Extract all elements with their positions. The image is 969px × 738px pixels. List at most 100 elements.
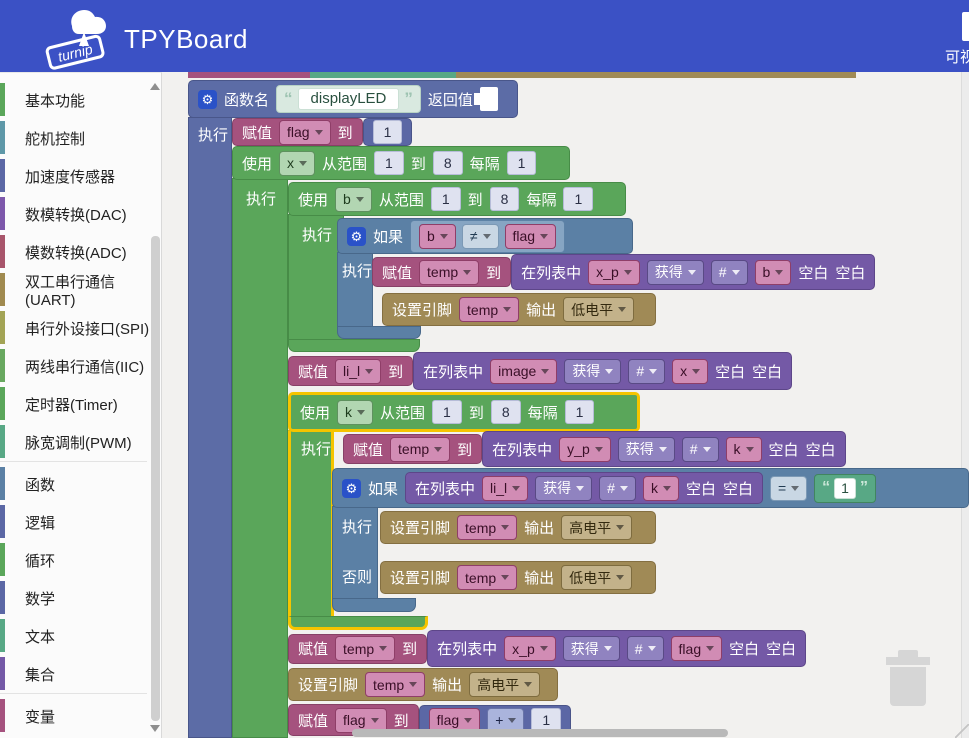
block-assign-temp-2[interactable]: 赋值 temp 到 在列表中 y_p 获得 # k 空白 空白	[343, 431, 846, 467]
dropdown-var-temp[interactable]: temp	[459, 297, 520, 322]
block-if2-bottom-arm[interactable]	[332, 598, 416, 612]
dropdown-operator-plus[interactable]: +	[487, 707, 525, 733]
sidebar-item-logic[interactable]: 逻辑	[0, 503, 162, 541]
sidebar-item-accelerometer[interactable]: 加速度传感器	[0, 157, 162, 195]
block-loop-k-selected[interactable]: 使用 k 从范围 1 到 8 每隔 1	[288, 392, 640, 432]
block-list-get-yp-k[interactable]: 在列表中 y_p 获得 # k 空白 空白	[482, 431, 846, 467]
block-number-shadow[interactable]: 1	[362, 118, 413, 146]
dropdown-index-mode[interactable]: #	[681, 436, 719, 462]
dropdown-var-x[interactable]: x	[279, 150, 316, 176]
dropdown-index-mode[interactable]: #	[626, 636, 664, 661]
sidebar-item-functions[interactable]: 函数	[0, 465, 162, 503]
block-loop-x-spine[interactable]	[232, 178, 288, 738]
block-list-get-xp-b[interactable]: 在列表中 x_p 获得 # b 空白 空白	[511, 254, 876, 290]
trash-icon[interactable]	[884, 650, 932, 706]
number-input-from[interactable]: 1	[432, 400, 462, 424]
block-loop-b[interactable]: 使用 b 从范围 1 到 8 每隔 1	[288, 182, 626, 216]
dropdown-var-lil[interactable]: li_l	[482, 475, 529, 501]
dropdown-level-high[interactable]: 高电平	[561, 515, 633, 540]
sidebar-scrollbar-thumb[interactable]	[151, 236, 160, 721]
number-input[interactable]: 1	[531, 708, 562, 732]
sidebar-item-timer[interactable]: 定时器(Timer)	[0, 385, 162, 423]
header-button-partial[interactable]	[962, 12, 969, 41]
sidebar-item-variables[interactable]: 变量	[0, 697, 162, 735]
return-value-socket[interactable]	[473, 87, 498, 111]
block-compare-b-flag[interactable]: b ≠ flag	[410, 219, 566, 253]
block-setpin-high-2[interactable]: 设置引脚 temp 输出 高电平	[288, 668, 558, 701]
gear-icon[interactable]: ⚙	[342, 478, 361, 498]
block-assign-flag[interactable]: 赋值 flag 到 1	[232, 118, 413, 146]
block-if2-spine[interactable]	[332, 506, 378, 600]
dropdown-get-mode[interactable]: 获得	[617, 436, 675, 462]
number-input-step[interactable]: 1	[564, 400, 595, 424]
sidebar-item-pwm[interactable]: 脉宽调制(PWM)	[0, 423, 162, 461]
dropdown-var-b[interactable]: b	[335, 186, 372, 212]
gear-icon[interactable]: ⚙	[347, 226, 366, 246]
dropdown-var-temp[interactable]: temp	[365, 672, 426, 697]
dropdown-var-image[interactable]: image	[490, 358, 558, 384]
number-input-step[interactable]: 1	[506, 151, 537, 175]
sidebar-item-text[interactable]: 文本	[0, 617, 162, 655]
block-loop-b-spine[interactable]	[288, 214, 344, 340]
block-function-spine[interactable]	[188, 117, 232, 738]
dropdown-index-mode[interactable]: #	[599, 475, 636, 501]
block-text-one[interactable]: “ 1 ”	[814, 473, 876, 503]
dropdown-var-temp[interactable]: temp	[419, 259, 480, 285]
block-if-list-eq[interactable]: ⚙ 如果 在列表中 li_l 获得 # k 空白 空白 = “ 1 ”	[332, 468, 969, 508]
dropdown-level-low[interactable]: 低电平	[563, 297, 635, 322]
sidebar-item-math[interactable]: 数学	[0, 579, 162, 617]
block-setpin-high-1[interactable]: 设置引脚 temp 输出 高电平	[380, 511, 656, 544]
dropdown-get-mode[interactable]: 获得	[535, 475, 593, 501]
block-loop-k-bottom-arm-selected[interactable]	[288, 616, 428, 630]
dropdown-var-xp[interactable]: x_p	[504, 636, 556, 661]
function-name-input[interactable]: “ displayLED ”	[276, 85, 421, 113]
canvas-horizontal-scrollbar[interactable]	[352, 729, 728, 737]
text-input[interactable]: 1	[834, 477, 856, 499]
scrollbar-down-arrow-icon[interactable]	[150, 725, 160, 732]
sidebar-item-lists[interactable]: 集合	[0, 655, 162, 693]
number-input-step[interactable]: 1	[563, 187, 594, 211]
dropdown-index-mode[interactable]: #	[710, 259, 748, 285]
dropdown-get-mode[interactable]: 获得	[646, 259, 704, 285]
dropdown-index-mode[interactable]: #	[628, 358, 666, 384]
dropdown-var-temp[interactable]: temp	[335, 636, 396, 661]
dropdown-level-high[interactable]: 高电平	[469, 672, 541, 697]
sidebar-item-basic[interactable]: 基本功能	[0, 81, 162, 119]
dropdown-var-lil[interactable]: li_l	[335, 358, 382, 384]
sidebar-item-servo[interactable]: 舵机控制	[0, 119, 162, 157]
dropdown-var-temp[interactable]: temp	[457, 565, 518, 590]
dropdown-var-x[interactable]: x	[672, 358, 709, 384]
canvas-right-scroll-track[interactable]	[961, 72, 969, 738]
sidebar-item-loops[interactable]: 循环	[0, 541, 162, 579]
dropdown-var-yp[interactable]: y_p	[559, 436, 611, 462]
block-if1-bottom-arm[interactable]	[337, 326, 421, 339]
dropdown-operator-eq[interactable]: =	[769, 475, 808, 501]
dropdown-var-flag[interactable]: flag	[279, 119, 331, 145]
number-input-to[interactable]: 8	[490, 400, 521, 424]
number-input-to[interactable]: 8	[432, 151, 463, 175]
sidebar-item-iic[interactable]: 两线串行通信(IIC)	[0, 347, 162, 385]
block-function-define[interactable]: ⚙ 函数名 “ displayLED ” 返回值	[188, 80, 518, 118]
dropdown-var-temp[interactable]: temp	[390, 436, 451, 462]
dropdown-var-xp[interactable]: x_p	[588, 259, 640, 285]
dropdown-var-b[interactable]: b	[754, 259, 792, 285]
sidebar-item-uart[interactable]: 双工串行通信(UART)	[0, 271, 162, 309]
block-setpin-low-1[interactable]: 设置引脚 temp 输出 低电平	[382, 293, 656, 326]
block-loop-x[interactable]: 使用 x 从范围 1 到 8 每隔 1	[232, 146, 570, 180]
sidebar-item-dac[interactable]: 数模转换(DAC)	[0, 195, 162, 233]
gear-icon[interactable]: ⚙	[198, 89, 217, 109]
dropdown-var-k[interactable]: k	[725, 436, 762, 462]
function-name-value[interactable]: displayLED	[297, 88, 400, 110]
dropdown-operator[interactable]: ≠	[461, 223, 499, 249]
number-input[interactable]: 1	[372, 120, 403, 144]
resize-grip[interactable]	[955, 724, 969, 738]
dropdown-get-mode[interactable]: 获得	[562, 636, 620, 661]
dropdown-var-flag[interactable]: flag	[335, 707, 387, 733]
number-input-from[interactable]: 1	[430, 187, 461, 211]
sidebar-item-spi[interactable]: 串行外设接口(SPI)	[0, 309, 162, 347]
dropdown-level-low[interactable]: 低电平	[561, 565, 633, 590]
block-loop-b-bottom-arm[interactable]	[288, 339, 420, 352]
dropdown-var-k[interactable]: k	[642, 475, 679, 501]
scrollbar-up-arrow-icon[interactable]	[150, 83, 160, 90]
number-input-from[interactable]: 1	[374, 151, 404, 175]
